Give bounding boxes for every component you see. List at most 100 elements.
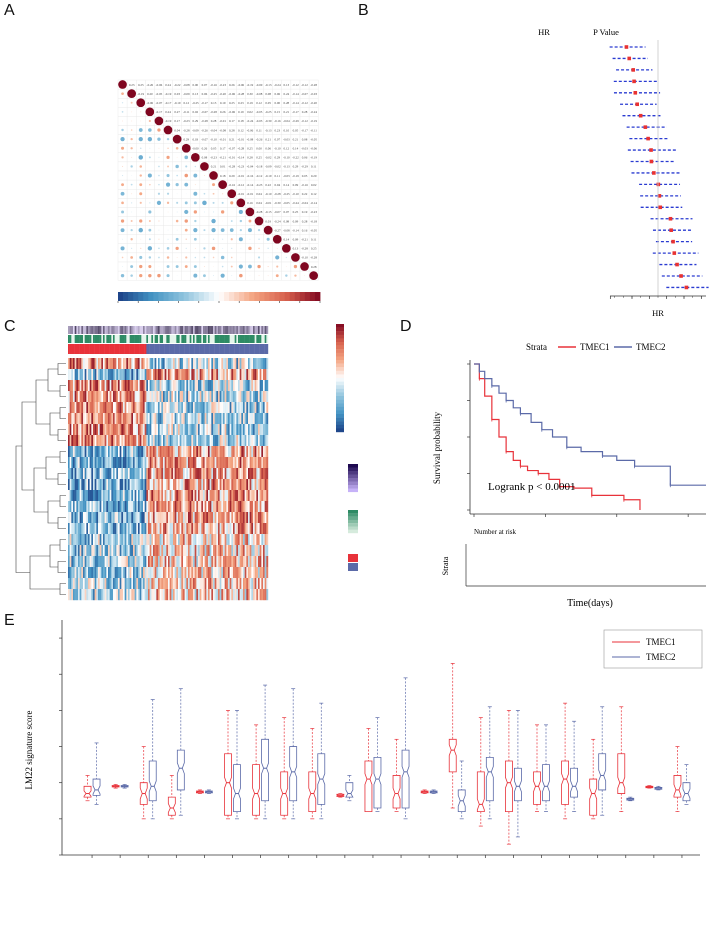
heatmap-cell	[241, 391, 244, 403]
heatmap-cell	[164, 413, 167, 425]
heatmap-cell	[198, 523, 200, 535]
matrix-circle	[166, 201, 170, 205]
heatmap-cell	[204, 490, 207, 502]
heatmap-cell	[231, 512, 234, 524]
heatmap-cell	[206, 556, 209, 568]
os-annotation-cell	[93, 326, 95, 334]
heatmap-cell	[123, 567, 125, 579]
matrix-coefficient: 0.04	[274, 183, 280, 187]
heatmap-cell	[256, 358, 259, 370]
status-annotation-cell	[68, 335, 70, 343]
colorbar-segment	[294, 292, 301, 301]
heatmap-cell	[93, 457, 95, 469]
heatmap-cell	[213, 435, 215, 447]
heatmap-cell	[171, 369, 174, 381]
heatmap-cell	[119, 556, 122, 568]
os-annotation-cell	[84, 326, 87, 334]
heatmap-cell	[186, 424, 189, 436]
legend-os-segment	[348, 467, 358, 472]
heatmap-cell	[104, 424, 107, 436]
tme-annotation-cell	[156, 344, 159, 354]
heatmap-cell	[189, 545, 192, 557]
heatmap-cell	[221, 402, 224, 414]
matrix-circle	[122, 120, 124, 122]
matrix-coefficient: -0.30	[274, 201, 281, 205]
heatmap-cell	[199, 468, 202, 480]
heatmap-cell	[139, 501, 142, 513]
matrix-circle	[157, 273, 161, 278]
colorbar-segment	[309, 292, 316, 301]
heatmap-cell	[191, 578, 194, 590]
heatmap-cell	[118, 479, 120, 491]
heatmap-cell	[103, 391, 105, 403]
heatmap-cell	[91, 578, 94, 590]
heatmap-cell	[184, 468, 187, 480]
heatmap-cell	[106, 380, 109, 392]
heatmap-cell	[118, 512, 120, 524]
heatmap-cell	[183, 413, 185, 425]
matrix-circle	[166, 256, 170, 259]
heatmap-cell	[158, 468, 160, 480]
heatmap-cell	[169, 512, 172, 524]
heatmap-cell	[231, 589, 234, 601]
matrix-circle	[276, 247, 278, 249]
matrix-coefficient: 0.00	[256, 146, 262, 150]
scale-segment	[336, 410, 344, 415]
matrix-coefficient: 0.28	[247, 156, 253, 160]
status-annotation-cell	[86, 335, 89, 343]
heatmap-cell	[196, 369, 199, 381]
heatmap-cell	[183, 567, 185, 579]
heatmap-cell	[128, 567, 130, 579]
box-tmec2	[485, 756, 494, 802]
heatmap-cell	[159, 468, 162, 480]
heatmap-cell	[249, 413, 252, 425]
heatmap-cell	[168, 402, 170, 414]
os-annotation-cell	[168, 326, 170, 334]
heatmap-cell	[113, 402, 115, 414]
heatmap-cell	[133, 556, 135, 568]
matrix-coefficient: -0.16	[247, 174, 254, 178]
heatmap-cell	[189, 589, 192, 601]
heatmap-cell	[181, 578, 184, 590]
box-tmec1	[617, 753, 626, 794]
heatmap-cell	[256, 589, 259, 601]
heatmap-cell	[233, 402, 235, 414]
matrix-coefficient: 0.13	[211, 101, 217, 105]
heatmap-cell	[196, 545, 199, 557]
heatmap-cell	[253, 523, 255, 535]
heatmap-cell	[186, 468, 189, 480]
heatmap-cell	[248, 413, 250, 425]
heatmap-cell	[114, 534, 117, 546]
legend-status-segment	[348, 513, 358, 517]
heatmap-cell	[136, 424, 139, 436]
heatmap-cell	[169, 490, 172, 502]
heatmap-cell	[203, 457, 205, 469]
heatmap-cell	[74, 446, 77, 458]
matrix-coefficient: 0.25	[229, 101, 235, 105]
heatmap-cell	[171, 358, 174, 370]
heatmap-cell	[263, 589, 265, 601]
heatmap-cell	[144, 501, 147, 513]
heatmap-cell	[71, 413, 74, 425]
scale-segment	[336, 392, 344, 397]
heatmap-cell	[233, 490, 235, 502]
box-tmec1	[448, 738, 457, 773]
heatmap-cell	[233, 358, 235, 370]
heatmap-cell	[231, 468, 234, 480]
heatmap-cell	[118, 358, 120, 370]
heatmap-cell	[193, 556, 195, 568]
heatmap-cell	[123, 391, 125, 403]
heatmap-cell	[203, 446, 205, 458]
heatmap-cell	[108, 578, 110, 590]
heatmap-cell	[131, 523, 134, 535]
heatmap-cell	[199, 490, 202, 502]
tme-annotation-cell	[103, 344, 105, 354]
heatmap-cell	[91, 424, 94, 436]
heatmap-cell	[219, 358, 222, 370]
heatmap-cell	[248, 512, 250, 524]
matrix-coefficient: -0.24	[274, 219, 281, 223]
heatmap-cell	[158, 567, 160, 579]
heatmap-cell	[68, 512, 70, 524]
heatmap-cell	[133, 369, 135, 381]
heatmap-cell	[158, 369, 160, 381]
